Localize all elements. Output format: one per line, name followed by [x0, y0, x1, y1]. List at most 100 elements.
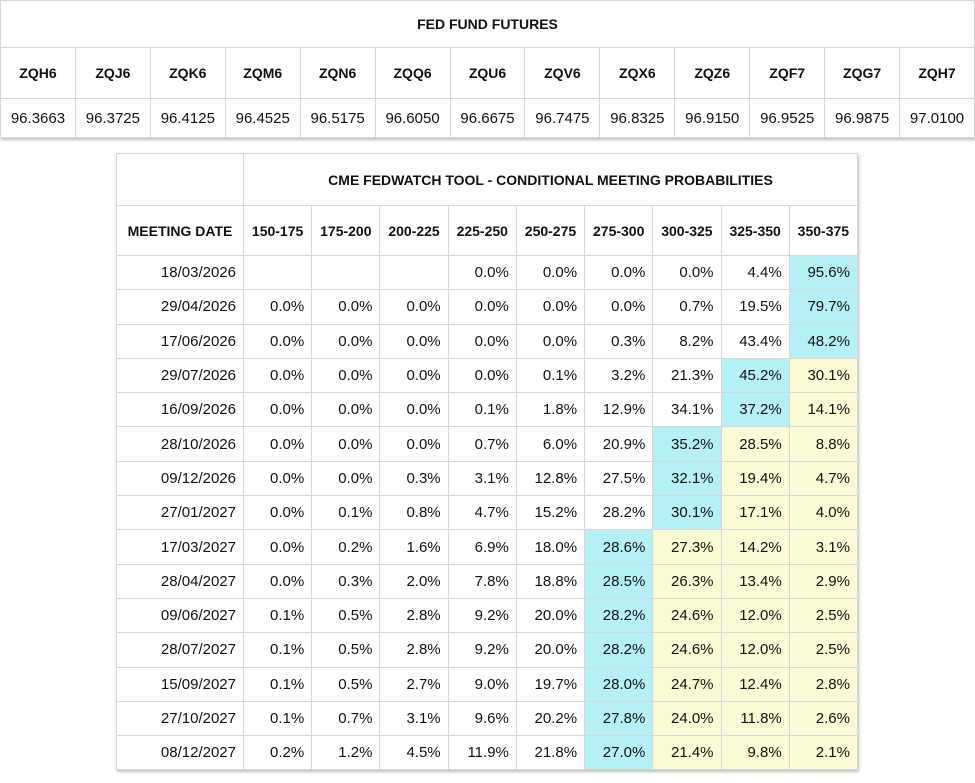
probability-cell	[311, 254, 381, 291]
range-header: 175-200	[311, 205, 381, 256]
value-row: 96.3663 96.3725 96.4125 96.4525 96.5175 96.60…	[0, 98, 975, 138]
probability-cell: 0.0%	[379, 392, 449, 428]
probability-cell: 0.1%	[242, 597, 313, 634]
probability-cell: 28.5%	[720, 426, 790, 462]
range-header: 300-325	[652, 205, 722, 256]
probability-cell: 0.3%	[311, 563, 381, 599]
probability-cell: 27.0%	[584, 735, 654, 771]
probability-cell: 24.7%	[652, 666, 722, 702]
meeting-date: 09/12/2026	[116, 460, 244, 497]
meeting-row: 15/09/2027 0.1% 0.5% 2.7% 9.0% 19.7% 28.0% 24.7…	[116, 666, 859, 702]
probability-cell: 0.0%	[311, 392, 381, 428]
probability-cell: 2.8%	[379, 597, 449, 634]
probability-cell: 11.8%	[720, 700, 790, 737]
probability-cell: 12.0%	[720, 632, 790, 668]
meeting-row: 18/03/2026 0.0% 0.0% 0.0% 0.0% 4.4% 95.6%	[116, 254, 859, 291]
probability-cell: 21.3%	[652, 357, 722, 394]
contract-header: ZQF7	[749, 47, 826, 99]
probability-cell: 0.0%	[242, 563, 313, 599]
meeting-row: 28/10/2026 0.0% 0.0% 0.0% 0.7% 6.0% 20.9% 35.2%…	[116, 426, 859, 462]
probability-cell: 0.0%	[242, 529, 313, 565]
contract-price: 96.6050	[374, 98, 451, 138]
probability-cell: 3.1%	[379, 700, 449, 737]
probability-cell: 35.2%	[652, 426, 722, 462]
contract-price: 96.6675	[449, 98, 526, 138]
probability-cell: 0.1%	[515, 357, 586, 394]
probability-cell: 27.3%	[652, 529, 722, 565]
meeting-date: 28/07/2027	[116, 632, 244, 668]
probability-cell: 20.0%	[515, 597, 586, 634]
contract-price: 96.7475	[524, 98, 601, 138]
probability-cell: 0.5%	[311, 597, 381, 634]
probability-cell: 43.4%	[720, 323, 790, 359]
probability-cell: 3.1%	[788, 529, 859, 565]
probability-cell: 0.0%	[447, 289, 517, 325]
probability-cell: 0.0%	[584, 254, 654, 291]
probability-cell: 13.4%	[720, 563, 790, 599]
probability-cell: 0.0%	[242, 323, 313, 359]
probability-cell: 12.8%	[515, 460, 586, 497]
meeting-date: 28/04/2027	[116, 563, 244, 599]
probability-cell: 0.0%	[652, 254, 722, 291]
contract-price: 97.0100	[899, 98, 975, 138]
probability-cell: 0.1%	[242, 666, 313, 702]
meeting-date: 08/12/2027	[116, 735, 244, 771]
contract-price: 96.3663	[0, 98, 76, 138]
probability-cell: 2.0%	[379, 563, 449, 599]
meeting-date: 27/01/2027	[116, 495, 244, 531]
meeting-date: 27/10/2027	[116, 700, 244, 737]
probability-cell: 28.5%	[584, 563, 654, 599]
meeting-date: 29/07/2026	[116, 357, 244, 394]
probability-cell: 34.1%	[652, 392, 722, 428]
contract-price: 96.9525	[749, 98, 826, 138]
probability-cell: 0.3%	[379, 460, 449, 497]
probability-cell: 0.3%	[584, 323, 654, 359]
meeting-row: 29/07/2026 0.0% 0.0% 0.0% 0.0% 0.1% 3.2% 21.3% 4…	[116, 357, 859, 394]
probability-cell: 95.6%	[788, 254, 859, 291]
fedwatch-title: CME FEDWATCH TOOL - CONDITIONAL MEETING …	[243, 153, 858, 206]
contract-header: ZQX6	[599, 47, 676, 99]
probability-cell: 4.7%	[788, 460, 859, 497]
probability-cell: 1.6%	[379, 529, 449, 565]
probability-cell: 28.2%	[584, 597, 654, 634]
probability-cell: 30.1%	[652, 495, 722, 531]
contract-header: ZQG7	[824, 47, 901, 99]
contract-price: 96.5175	[299, 98, 376, 138]
meeting-date: 17/03/2027	[116, 529, 244, 565]
contract-price: 96.3725	[74, 98, 151, 138]
probability-cell: 2.1%	[788, 735, 859, 771]
fedwatch-table: CME FEDWATCH TOOL - CONDITIONAL MEETING …	[116, 153, 859, 771]
probability-cell: 2.8%	[788, 666, 859, 702]
meeting-row: 09/12/2026 0.0% 0.0% 0.3% 3.1% 12.8% 27.5% 32.1…	[116, 460, 859, 497]
range-header: 200-225	[379, 205, 449, 256]
meeting-row: 09/06/2027 0.1% 0.5% 2.8% 9.2% 20.0% 28.2% 24.6…	[116, 597, 859, 634]
probability-cell: 1.8%	[515, 392, 586, 428]
probability-cell: 0.0%	[242, 495, 313, 531]
range-header: 275-300	[584, 205, 654, 256]
meeting-date: 29/04/2026	[116, 289, 244, 325]
probability-cell: 2.5%	[788, 597, 859, 634]
meeting-date: 15/09/2027	[116, 666, 244, 702]
contract-header: ZQJ6	[74, 47, 151, 99]
probability-cell: 0.5%	[311, 666, 381, 702]
meeting-row: 29/04/2026 0.0% 0.0% 0.0% 0.0% 0.0% 0.0% 0.7% 19…	[116, 289, 859, 325]
range-header: 225-250	[447, 205, 517, 256]
probability-cell: 4.5%	[379, 735, 449, 771]
probability-cell: 18.0%	[515, 529, 586, 565]
probability-cell: 20.0%	[515, 632, 586, 668]
probability-cell: 26.3%	[652, 563, 722, 599]
contract-header: ZQK6	[149, 47, 226, 99]
probability-cell: 12.0%	[720, 597, 790, 634]
probability-cell: 28.0%	[584, 666, 654, 702]
probability-cell: 0.1%	[447, 392, 517, 428]
probability-cell: 2.9%	[788, 563, 859, 599]
date-header: MEETING DATE	[116, 205, 244, 256]
probability-cell: 1.2%	[311, 735, 381, 771]
probability-cell: 0.0%	[311, 323, 381, 359]
meeting-row: 08/12/2027 0.2% 1.2% 4.5% 11.9% 21.8% 27.0% 21.…	[116, 735, 859, 771]
probability-cell: 9.0%	[447, 666, 517, 702]
probability-cell: 6.0%	[515, 426, 586, 462]
probability-cell: 37.2%	[720, 392, 790, 428]
probability-cell: 45.2%	[720, 357, 790, 394]
probability-cell: 9.6%	[447, 700, 517, 737]
